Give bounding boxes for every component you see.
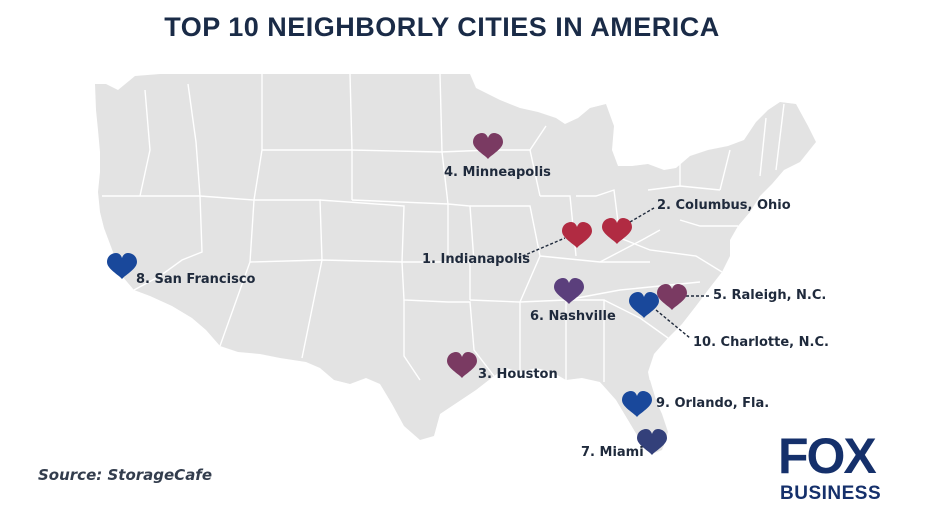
heart-marker-miami <box>637 429 667 455</box>
heart-marker-charlotte <box>629 292 659 318</box>
city-label-miami: 7. Miami <box>581 445 644 460</box>
city-markers <box>107 133 687 455</box>
us-land <box>95 74 816 454</box>
city-label-columbus: 2. Columbus, Ohio <box>657 198 791 213</box>
heart-marker-orlando <box>622 391 652 417</box>
heart-marker-raleigh <box>657 284 687 310</box>
leader-indianapolis <box>517 237 566 259</box>
city-label-nashville: 6. Nashville <box>530 309 616 324</box>
city-label-raleigh: 5. Raleigh, N.C. <box>713 288 827 303</box>
heart-marker-columbus <box>602 218 632 244</box>
heart-marker-indianapolis <box>562 222 592 248</box>
leader-charlotte <box>655 309 691 339</box>
heart-marker-houston <box>447 352 477 378</box>
heart-marker-nashville <box>554 278 584 304</box>
source-note: Source: StorageCafe <box>38 466 213 484</box>
city-label-indianapolis: 1. Indianapolis <box>422 252 531 267</box>
city-label-san-francisco: 8. San Francisco <box>136 272 256 287</box>
city-label-minneapolis: 4. Minneapolis <box>444 165 551 180</box>
fox-business-logo: FOX BUSINESS <box>778 428 908 504</box>
heart-marker-minneapolis <box>473 133 503 159</box>
state-borders <box>102 73 785 382</box>
city-label-charlotte: 10. Charlotte, N.C. <box>693 335 829 350</box>
michigan-land <box>572 128 612 182</box>
logo-fox-text: FOX <box>778 428 877 484</box>
city-label-orlando: 9. Orlando, Fla. <box>656 396 770 411</box>
leader-lines <box>517 207 710 339</box>
logo-business-text: BUSINESS <box>780 483 882 504</box>
city-label-houston: 3. Houston <box>478 367 558 382</box>
heart-marker-san-francisco <box>107 253 137 279</box>
map-title: TOP 10 NEIGHBORLY CITIES IN AMERICA <box>164 12 720 42</box>
